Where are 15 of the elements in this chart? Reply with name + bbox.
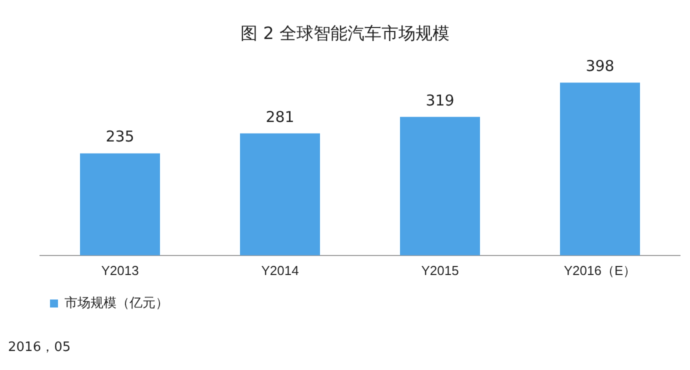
chart-title: 图 2 全球智能汽车市场规模	[240, 23, 450, 45]
bar	[400, 116, 480, 256]
data-label: 281	[266, 108, 294, 126]
x-tick-label: Y2014	[261, 262, 299, 278]
data-label: 319	[426, 91, 454, 110]
text: 2016，05	[8, 339, 71, 356]
bar	[240, 133, 320, 256]
legend-label: 市场规模（亿元）	[64, 295, 168, 310]
data-label: 398	[586, 56, 614, 75]
x-tick-label: Y2013	[101, 262, 139, 278]
data-label: 235	[106, 128, 134, 146]
bar	[80, 153, 160, 256]
bar	[560, 82, 640, 256]
x-tick-label: Y2016（E）	[564, 262, 636, 278]
x-tick-label: Y2015	[421, 262, 459, 278]
